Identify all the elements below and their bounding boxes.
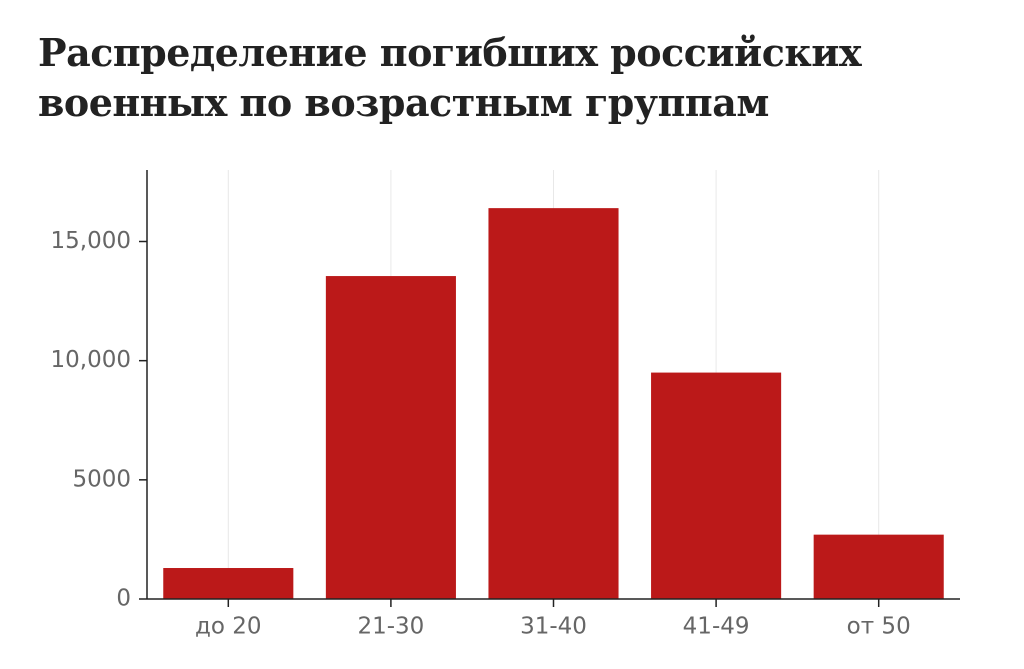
x-tick-label: 41-49	[683, 614, 750, 640]
bar	[813, 534, 944, 599]
y-tick-label: 10,000	[51, 347, 131, 373]
y-tick-label: 5000	[72, 466, 131, 492]
y-tick-label: 15,000	[51, 228, 131, 254]
y-tick-label: 0	[116, 586, 131, 612]
chart-title: Распределение погибших российских военны…	[38, 30, 862, 125]
bar	[325, 276, 456, 599]
x-tick-label: до 20	[195, 614, 262, 640]
bar	[163, 568, 294, 599]
bar	[651, 372, 782, 599]
bar	[488, 208, 619, 599]
x-tick-label: 21-30	[357, 614, 424, 640]
x-tick-label: 31-40	[520, 614, 587, 640]
x-tick-label: от 50	[847, 614, 911, 640]
